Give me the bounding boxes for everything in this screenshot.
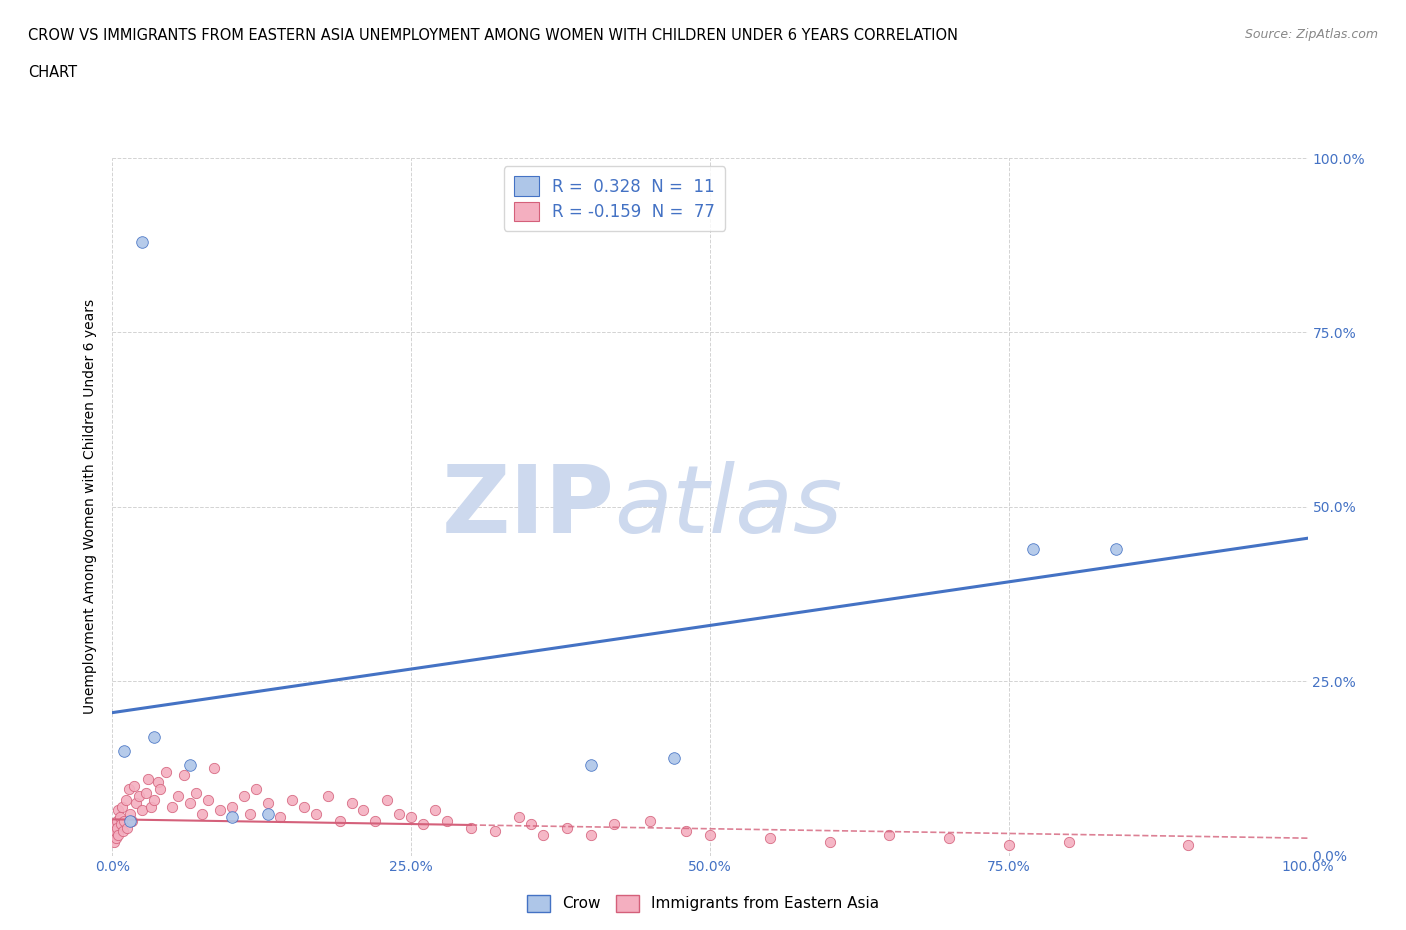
Text: CROW VS IMMIGRANTS FROM EASTERN ASIA UNEMPLOYMENT AMONG WOMEN WITH CHILDREN UNDE: CROW VS IMMIGRANTS FROM EASTERN ASIA UNE… — [28, 28, 957, 43]
Point — [104, 824, 127, 839]
Legend: Crow, Immigrants from Eastern Asia: Crow, Immigrants from Eastern Asia — [520, 889, 886, 918]
Point — [131, 234, 153, 249]
Point — [103, 828, 125, 843]
Point — [208, 803, 231, 817]
Text: CHART: CHART — [28, 65, 77, 80]
Point — [108, 810, 131, 825]
Point — [110, 817, 132, 831]
Point — [107, 803, 129, 817]
Point — [401, 810, 423, 825]
Point — [186, 785, 208, 800]
Point — [938, 830, 960, 845]
Point — [328, 813, 352, 829]
Point — [520, 817, 543, 831]
Point — [759, 830, 782, 845]
Point — [138, 772, 160, 787]
Point — [112, 824, 135, 839]
Point — [179, 757, 201, 772]
Point — [120, 813, 142, 829]
Point — [603, 817, 626, 831]
Y-axis label: Unemployment Among Women with Children Under 6 years: Unemployment Among Women with Children U… — [83, 299, 97, 714]
Point — [364, 813, 387, 829]
Point — [221, 800, 243, 815]
Point — [292, 800, 315, 815]
Point — [484, 824, 506, 839]
Point — [1105, 541, 1128, 556]
Point — [114, 813, 135, 829]
Point — [579, 828, 602, 843]
Point — [122, 778, 145, 793]
Point — [436, 813, 458, 829]
Point — [340, 796, 363, 811]
Point — [256, 806, 278, 821]
Point — [877, 828, 900, 843]
Point — [105, 813, 128, 829]
Point — [179, 796, 201, 811]
Point — [1021, 541, 1043, 556]
Point — [120, 806, 142, 821]
Point — [114, 744, 135, 759]
Point — [146, 775, 169, 790]
Point — [162, 800, 183, 815]
Point — [508, 810, 530, 825]
Point — [412, 817, 434, 831]
Point — [239, 806, 262, 821]
Point — [114, 792, 136, 807]
Point — [675, 824, 697, 839]
Point — [128, 789, 150, 804]
Point — [191, 806, 214, 821]
Point — [115, 820, 138, 835]
Point — [121, 813, 143, 829]
Point — [105, 820, 128, 835]
Point — [143, 729, 166, 744]
Point — [460, 820, 482, 835]
Point — [269, 810, 291, 825]
Point — [579, 757, 602, 772]
Point — [1177, 838, 1199, 853]
Point — [221, 810, 243, 825]
Point — [111, 800, 134, 815]
Point — [197, 792, 219, 807]
Point — [245, 782, 267, 797]
Point — [377, 792, 399, 807]
Point — [1057, 834, 1080, 849]
Point — [167, 789, 190, 804]
Point — [173, 768, 195, 783]
Text: ZIP: ZIP — [441, 461, 614, 552]
Point — [818, 834, 841, 849]
Point — [699, 828, 721, 843]
Point — [316, 789, 339, 804]
Text: Source: ZipAtlas.com: Source: ZipAtlas.com — [1244, 28, 1378, 41]
Legend: R =  0.328  N =  11, R = -0.159  N =  77: R = 0.328 N = 11, R = -0.159 N = 77 — [503, 166, 725, 231]
Point — [281, 792, 304, 807]
Point — [352, 803, 374, 817]
Point — [232, 789, 256, 804]
Point — [202, 761, 225, 776]
Text: atlas: atlas — [614, 461, 842, 552]
Point — [135, 785, 157, 800]
Point — [998, 838, 1021, 853]
Point — [664, 751, 686, 765]
Point — [149, 782, 172, 797]
Point — [104, 817, 127, 831]
Point — [425, 803, 447, 817]
Point — [107, 828, 129, 843]
Point — [118, 782, 141, 797]
Point — [139, 800, 162, 815]
Point — [555, 820, 578, 835]
Point — [105, 830, 128, 845]
Point — [131, 803, 153, 817]
Point — [638, 813, 662, 829]
Point — [388, 806, 411, 821]
Point — [103, 834, 125, 849]
Point — [256, 796, 278, 811]
Point — [155, 764, 177, 779]
Point — [143, 792, 166, 807]
Point — [125, 796, 148, 811]
Point — [304, 806, 326, 821]
Point — [531, 828, 554, 843]
